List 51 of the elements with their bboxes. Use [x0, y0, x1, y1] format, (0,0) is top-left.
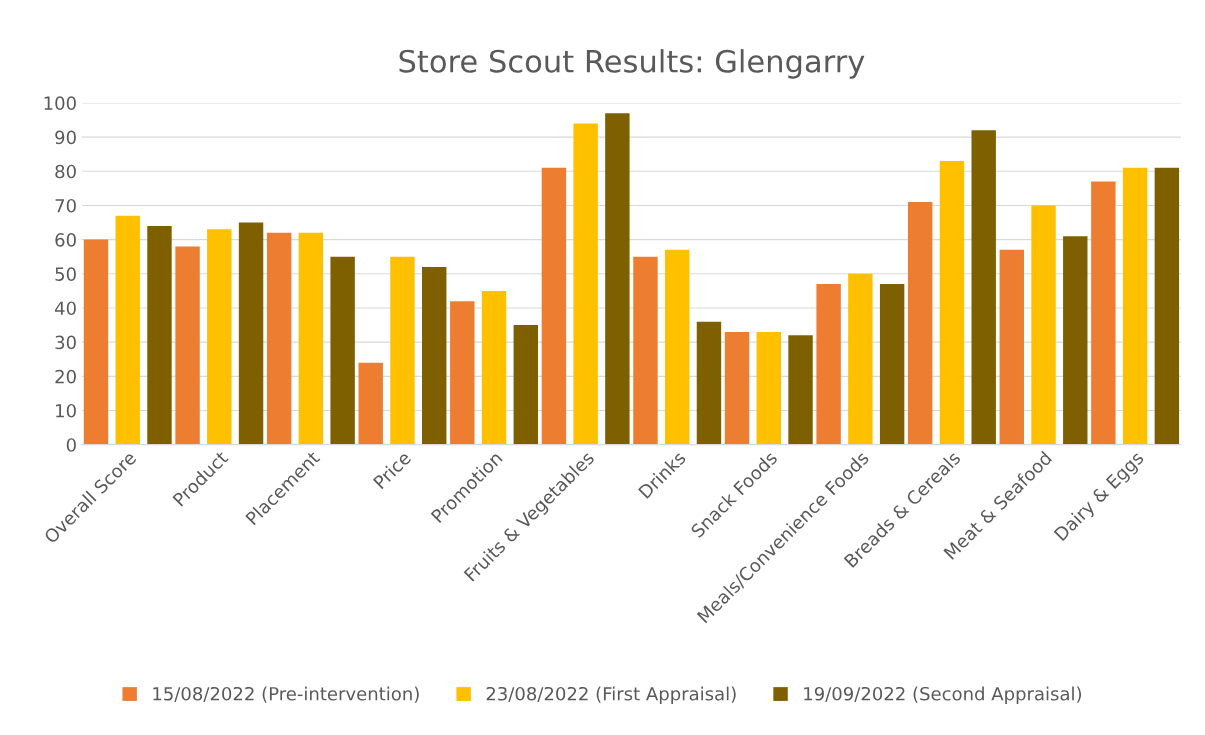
- bar: [605, 113, 630, 445]
- legend-label: 15/08/2022 (Pre-intervention): [153, 686, 419, 703]
- bar: [633, 256, 658, 445]
- bar: [816, 284, 841, 445]
- chart-title: Store Scout Results: Glengarry: [399, 49, 865, 79]
- bar: [450, 301, 475, 445]
- bar: [390, 256, 415, 445]
- y-tick-label: 0: [66, 438, 76, 452]
- bar: [1091, 181, 1116, 445]
- bar: [848, 273, 873, 445]
- bar: [115, 215, 140, 445]
- y-tick-label: 10: [56, 403, 76, 418]
- bar: [147, 225, 172, 445]
- bar: [788, 335, 813, 445]
- y-tick-label: 70: [55, 198, 76, 213]
- bar: [422, 266, 447, 445]
- bar: [513, 325, 539, 445]
- y-tick-label: 90: [55, 130, 76, 145]
- y-tick-label: 60: [55, 233, 76, 247]
- bar: [879, 284, 905, 445]
- bar: [481, 290, 507, 445]
- bar: [266, 232, 292, 445]
- bar: [1154, 167, 1180, 445]
- bar: [83, 239, 109, 445]
- bar: [971, 130, 996, 445]
- bar: [1063, 236, 1088, 445]
- bar: [330, 256, 355, 445]
- bar: [1122, 167, 1148, 445]
- bar: [724, 331, 750, 445]
- legend-label: 19/09/2022 (Second Appraisal): [804, 686, 1082, 705]
- bar: [939, 161, 965, 445]
- y-tick-label: 40: [54, 301, 76, 316]
- y-tick-label: 20: [55, 369, 76, 384]
- bar: [573, 123, 598, 445]
- bar: [541, 167, 567, 445]
- y-tick-label: 100: [44, 96, 76, 111]
- bar: [1031, 205, 1056, 445]
- y-tick-label: 50: [55, 267, 76, 281]
- bar: [207, 229, 232, 445]
- bar: [696, 321, 722, 445]
- y-tick-label: 80: [55, 164, 76, 179]
- bar: [175, 246, 200, 445]
- bar: [298, 232, 324, 445]
- bar: [756, 331, 781, 445]
- bar: [358, 362, 383, 445]
- bar: [665, 249, 690, 445]
- legend-label: 23/08/2022 (First Appraisal): [486, 686, 736, 705]
- bar: [999, 249, 1024, 445]
- bar: [238, 222, 264, 445]
- y-tick-label: 30: [55, 335, 76, 350]
- bar: [907, 202, 933, 445]
